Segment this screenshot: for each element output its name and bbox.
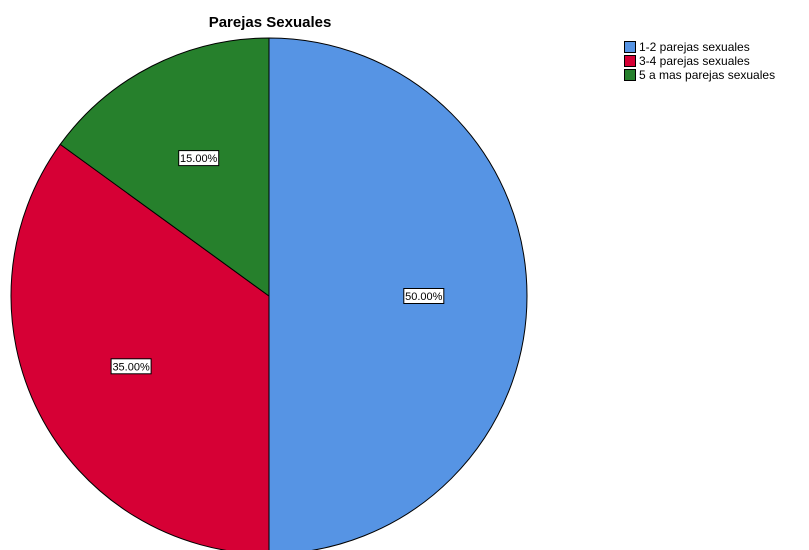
legend-item-1-2: 1-2 parejas sexuales — [624, 40, 775, 54]
legend-item-5-mas: 5 a mas parejas sexuales — [624, 68, 775, 82]
legend-swatch-1-2 — [624, 41, 636, 53]
data-label-1-2: 50.00% — [403, 288, 445, 304]
legend-label-5-mas: 5 a mas parejas sexuales — [639, 68, 776, 82]
data-label-text-1-2: 50.00% — [405, 291, 443, 303]
data-label-5-mas: 15.00% — [178, 150, 220, 167]
legend-swatch-3-4 — [624, 55, 636, 67]
legend-swatch-5-mas — [624, 69, 636, 81]
pie-slice-3-4 — [10, 143, 270, 550]
data-label-box-1-2 — [403, 288, 445, 304]
pie-slice-5-mas — [59, 37, 270, 297]
legend-item-3-4: 3-4 parejas sexuales — [624, 54, 775, 68]
data-label-3-4: 35.00% — [110, 358, 152, 375]
legend-label-1-2: 1-2 parejas sexuales — [639, 40, 750, 54]
pie-slice-1-2 — [268, 37, 528, 550]
chart-title: Parejas Sexuales — [208, 14, 332, 31]
data-label-text-3-4: 35.00% — [112, 361, 150, 373]
legend: 1-2 parejas sexuales 3-4 parejas sexuale… — [624, 40, 775, 82]
data-label-box-3-4 — [110, 358, 152, 375]
data-label-text-5-mas: 15.00% — [180, 153, 218, 165]
legend-label-3-4: 3-4 parejas sexuales — [639, 54, 750, 68]
data-label-box-5-mas — [178, 150, 220, 167]
